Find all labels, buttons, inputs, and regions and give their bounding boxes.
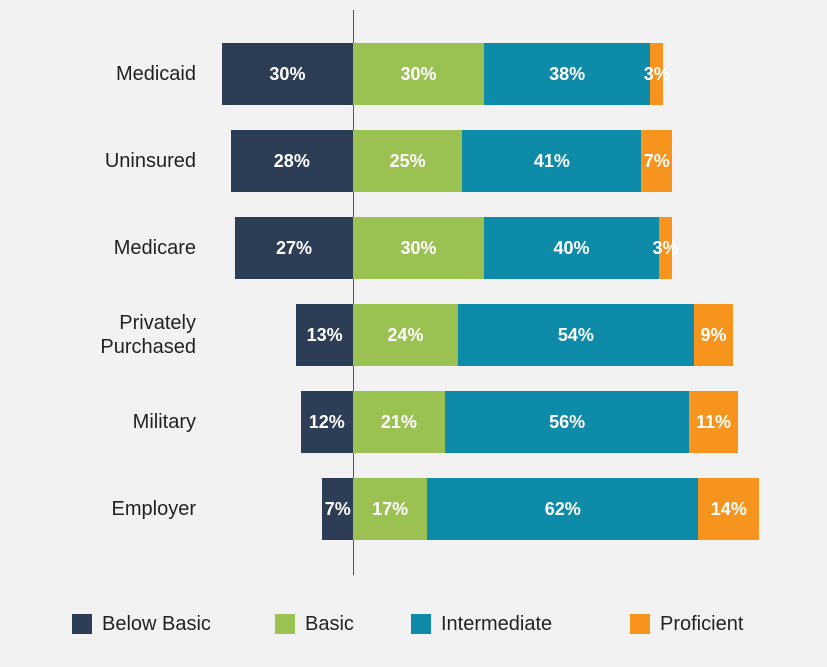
- legend-label: Proficient: [660, 613, 744, 635]
- bar-segment: [693, 304, 734, 366]
- legend-label: Basic: [305, 613, 354, 635]
- bar-segment: [650, 43, 664, 105]
- bar-segment: [641, 130, 672, 192]
- value-label: 11%: [695, 412, 732, 432]
- category-label: Military: [132, 411, 196, 433]
- legend-swatch: [630, 614, 650, 634]
- value-label: 14%: [710, 499, 747, 519]
- bar-segment: [484, 43, 651, 105]
- bar-segment: [353, 304, 458, 366]
- bar-segment: [427, 478, 699, 540]
- value-label: 41%: [533, 151, 570, 171]
- value-label: 12%: [308, 412, 345, 432]
- bar-segment: [296, 304, 353, 366]
- bar-segment: [698, 478, 760, 540]
- value-label: 7%: [324, 499, 351, 519]
- value-label: 7%: [643, 151, 670, 171]
- bar-segment: [353, 478, 428, 540]
- category-label: Uninsured: [104, 150, 196, 172]
- bar-segment: [444, 391, 690, 453]
- value-label: 3%: [652, 238, 679, 258]
- bar-segment: [322, 478, 353, 540]
- bar-segment: [221, 43, 353, 105]
- value-label: 30%: [400, 64, 437, 84]
- value-label: 56%: [549, 412, 586, 432]
- legend-label: Intermediate: [441, 613, 553, 635]
- bar-segment: [230, 130, 353, 192]
- bar-segment: [462, 130, 642, 192]
- category-label: Medicare: [113, 237, 196, 259]
- value-label: 30%: [400, 238, 437, 258]
- value-label: 30%: [269, 64, 306, 84]
- value-label: 24%: [387, 325, 424, 345]
- value-label: 17%: [372, 499, 409, 519]
- bar-segment: [353, 43, 485, 105]
- value-label: 40%: [553, 238, 590, 258]
- legend-swatch: [72, 614, 92, 634]
- bar-segment: [457, 304, 694, 366]
- value-label: 28%: [273, 151, 310, 171]
- category-label: Privately Purchased: [100, 312, 196, 358]
- legend-swatch: [411, 614, 431, 634]
- value-label: 9%: [700, 325, 727, 345]
- value-label: 54%: [557, 325, 594, 345]
- category-label: Medicaid: [115, 63, 196, 85]
- center-axis: [353, 10, 354, 575]
- bar-segment: [484, 217, 659, 279]
- bar-segment: [353, 391, 445, 453]
- legend-label: Below Basic: [102, 613, 211, 635]
- bar-segment: [353, 130, 463, 192]
- bar-segment: [689, 391, 738, 453]
- bar-segment: [300, 391, 353, 453]
- value-label: 13%: [306, 325, 343, 345]
- bar-segment: [353, 217, 485, 279]
- bar-segment: [658, 217, 672, 279]
- value-label: 21%: [380, 412, 417, 432]
- legend-swatch: [275, 614, 295, 634]
- bar-segment: [235, 217, 353, 279]
- value-label: 62%: [544, 499, 581, 519]
- value-label: 38%: [549, 64, 586, 84]
- value-label: 3%: [643, 64, 670, 84]
- value-label: 27%: [275, 238, 313, 258]
- category-label: Employer: [111, 498, 196, 520]
- value-label: 25%: [389, 151, 426, 171]
